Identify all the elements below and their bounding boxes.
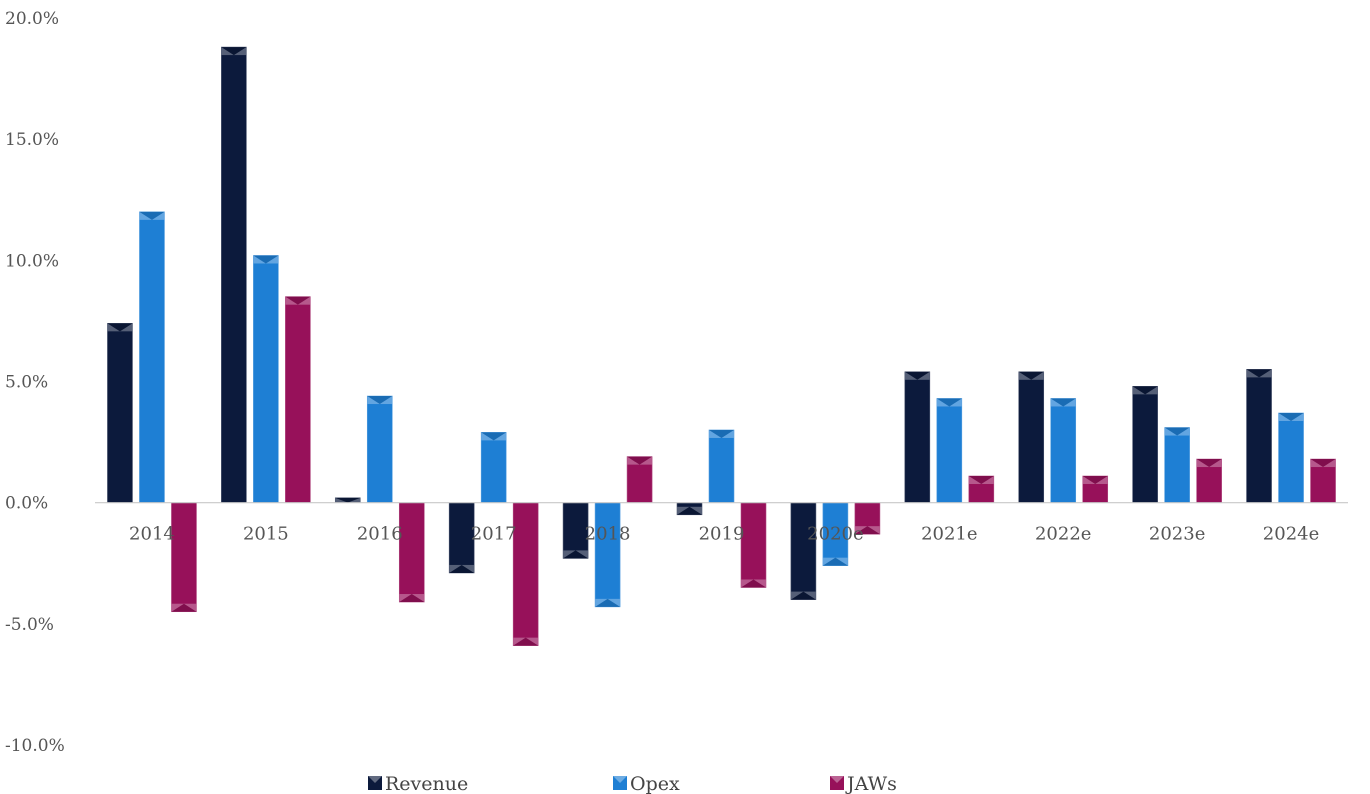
bar-jaws-2014 (171, 502, 197, 613)
bar-jaws-2022e (1082, 475, 1109, 503)
bar-jaws-2019 (740, 502, 767, 588)
x-tick-label: 2020e (807, 524, 863, 545)
bar-revenue-2019 (676, 502, 703, 516)
x-axis-labels: 2014 2015 2016 2017 2018 2019 2020e 2021e 2022e 2… (129, 524, 1319, 545)
y-tick-label: 5.0% (5, 373, 48, 393)
bar-revenue-2016 (334, 497, 361, 503)
x-tick-label: 2016 (357, 524, 403, 545)
x-tick-label: 2022e (1035, 524, 1091, 545)
bar-revenue-2023e (1132, 386, 1158, 503)
bar-revenue-2022e (1018, 371, 1045, 503)
bar-opex-2014 (139, 211, 165, 503)
bar-opex-2018 (594, 502, 621, 608)
bars (107, 46, 1336, 646)
x-tick-label: 2015 (243, 524, 289, 545)
y-tick-label: 0.0% (5, 494, 48, 514)
x-tick-label: 2023e (1149, 524, 1205, 545)
bar-jaws-2024e (1310, 458, 1336, 503)
bar-jaws-2017 (512, 502, 539, 646)
bar-jaws-2020e (854, 502, 881, 535)
bar-jaws-2015 (285, 296, 311, 503)
bar-jaws-2023e (1196, 458, 1222, 503)
bar-revenue-2018 (562, 502, 589, 559)
bar-jaws-2016 (398, 502, 425, 603)
bar-revenue-2021e (904, 371, 931, 503)
legend-label: JAWs (845, 773, 897, 794)
bar-jaws-2021e (968, 475, 995, 503)
x-tick-label: 2018 (585, 524, 631, 545)
bar-revenue-2020e (790, 502, 817, 600)
bar-opex-2021e (936, 398, 963, 503)
bar-opex-2016 (366, 395, 393, 503)
y-tick-label: 20.0% (5, 9, 59, 29)
x-tick-label: 2017 (471, 524, 517, 545)
legend-label: Opex (630, 773, 680, 794)
bar-opex-2015 (253, 255, 279, 503)
x-tick-label: 2019 (699, 524, 745, 545)
legend-item-revenue: Revenue (368, 773, 468, 794)
bar-opex-2024e (1278, 412, 1304, 503)
y-tick-label: 10.0% (5, 251, 59, 271)
bar-revenue-2024e (1246, 369, 1272, 503)
x-tick-label: 2021e (921, 524, 977, 545)
x-tick-label: 2024e (1263, 524, 1319, 545)
legend-item-opex: Opex (613, 773, 680, 794)
bar-revenue-2014 (107, 323, 133, 503)
y-tick-label: -5.0% (5, 615, 54, 635)
y-axis-ticks: -10.0% -5.0% 0.0% 5.0% 10.0% 15.0% 20.0% (5, 9, 65, 756)
bar-opex-2023e (1164, 427, 1190, 503)
bar-opex-2017 (480, 432, 507, 503)
legend: Revenue Opex JAWs (368, 773, 897, 794)
bar-opex-2019 (708, 429, 735, 503)
legend-label: Revenue (385, 773, 468, 794)
bar-jaws-2018 (626, 456, 653, 503)
legend-item-jaws: JAWs (830, 773, 897, 794)
bar-revenue-2015 (221, 46, 247, 503)
x-tick-label: 2014 (129, 524, 175, 545)
y-tick-label: 15.0% (5, 130, 59, 150)
bar-opex-2022e (1050, 398, 1077, 503)
y-tick-label: -10.0% (5, 736, 65, 756)
